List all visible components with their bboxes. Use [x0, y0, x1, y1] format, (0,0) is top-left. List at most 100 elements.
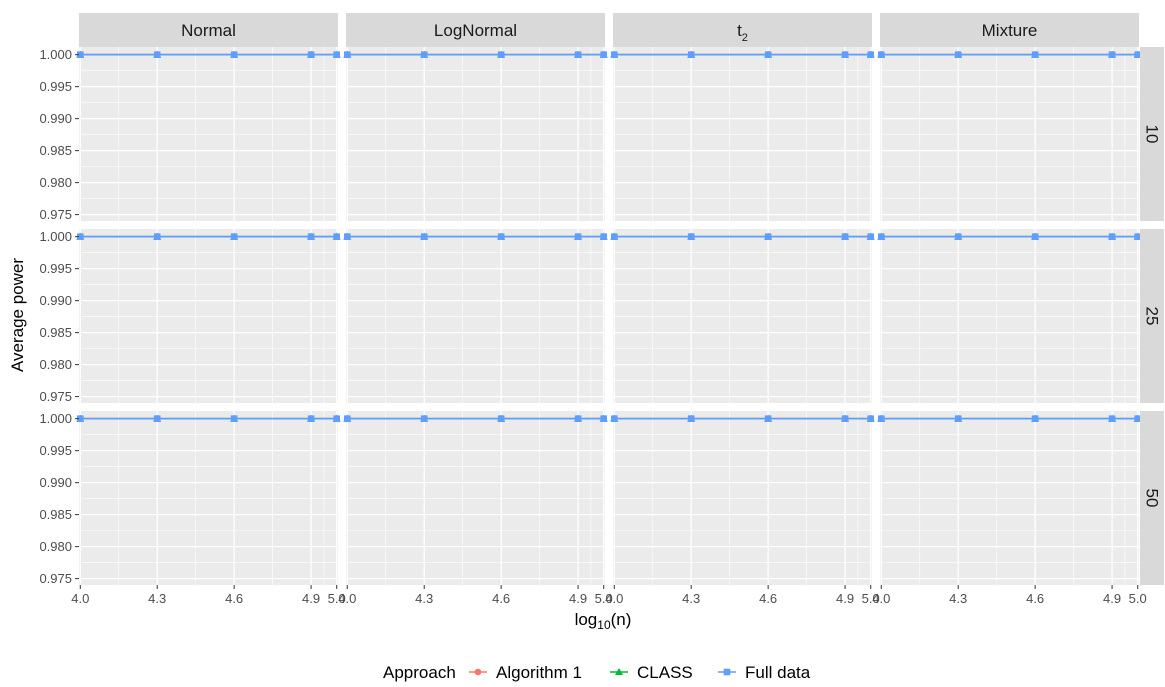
x-axes: 4.0 4.3 4.6 4.9 5.04.0 4.3 4.6 4.9 5.04.0 4.3 4.6 4… — [71, 585, 1147, 606]
legend: Approach Algorithm 1 CLASS Full data — [383, 662, 811, 682]
panel-background — [880, 229, 1139, 403]
series-full-data — [343, 233, 608, 240]
data-point — [420, 415, 428, 422]
data-point — [343, 51, 351, 58]
y-axis-title: Average power — [8, 258, 27, 372]
column-strip-label: t2 — [737, 21, 748, 44]
data-point — [333, 415, 341, 422]
facet-panel — [343, 47, 608, 221]
facet-panel — [877, 229, 1142, 403]
data-point — [343, 415, 351, 422]
y-tick-label: 0.985 — [39, 325, 72, 340]
series-full-data — [877, 415, 1142, 422]
panel-background — [79, 47, 338, 221]
series-full-data — [76, 233, 341, 240]
y-tick-label: 1.000 — [39, 411, 72, 426]
data-point — [497, 415, 505, 422]
y-tick-label: 0.980 — [39, 175, 72, 190]
x-tick-label: 4.0 — [872, 591, 890, 606]
y-tick-label: 0.995 — [39, 261, 72, 276]
x-tick-label: 5.0 — [595, 591, 613, 606]
plot-panels — [76, 47, 1142, 585]
data-point — [841, 415, 849, 422]
column-strip-label: Normal — [181, 21, 236, 40]
facet-panel — [76, 411, 341, 585]
data-point — [687, 233, 695, 240]
x-tick-label: 4.3 — [949, 591, 967, 606]
y-tick-label: 0.995 — [39, 443, 72, 458]
data-point — [610, 233, 618, 240]
facet-panel — [76, 47, 341, 221]
data-point — [877, 51, 885, 58]
facet-panel — [610, 47, 875, 221]
series-full-data — [343, 51, 608, 58]
series-full-data — [610, 51, 875, 58]
y-tick-label: 0.980 — [39, 539, 72, 554]
data-point — [867, 415, 875, 422]
panel-background — [880, 47, 1139, 221]
x-tick-label: 5.0 — [862, 591, 880, 606]
column-strip: Mixture — [880, 13, 1139, 47]
y-axes: 0.975 0.980 0.985 0.990 0.995 1.000 0.975 0.980… — [39, 47, 79, 586]
panel-background — [346, 229, 605, 403]
x-tick-label: 4.3 — [148, 591, 166, 606]
y-tick-label: 1.000 — [39, 47, 72, 62]
series-full-data — [610, 415, 875, 422]
legend-key-marker — [723, 668, 731, 676]
facet-panel — [343, 229, 608, 403]
panel-background — [79, 411, 338, 585]
data-point — [600, 415, 608, 422]
row-strips: 10 25 50 — [1140, 47, 1164, 585]
legend-item: Full data — [716, 662, 811, 682]
data-point — [230, 51, 238, 58]
column-strip-label: Mixture — [982, 21, 1038, 40]
legend-key-marker — [474, 668, 482, 676]
x-tick-label: 5.0 — [1129, 591, 1147, 606]
data-point — [307, 233, 315, 240]
strip-background — [79, 13, 338, 47]
column-strip: LogNormal — [346, 13, 605, 47]
x-axis-title: log10(n) — [575, 610, 632, 632]
strip-background — [1140, 47, 1164, 221]
data-point — [610, 415, 618, 422]
data-point — [1031, 233, 1039, 240]
x-tick-label: 4.6 — [492, 591, 510, 606]
data-point — [574, 233, 582, 240]
data-point — [1134, 233, 1142, 240]
strip-background — [1140, 229, 1164, 403]
data-point — [76, 415, 84, 422]
data-point — [600, 51, 608, 58]
data-point — [333, 51, 341, 58]
facet-panel — [610, 411, 875, 585]
row-strip: 50 — [1140, 411, 1164, 585]
panel-background — [79, 229, 338, 403]
data-point — [230, 415, 238, 422]
data-point — [420, 51, 428, 58]
data-point — [841, 233, 849, 240]
x-tick-label: 4.9 — [836, 591, 854, 606]
y-tick-label: 0.990 — [39, 293, 72, 308]
x-tick-label: 4.0 — [605, 591, 623, 606]
data-point — [877, 233, 885, 240]
row-strip-label: 50 — [1143, 489, 1162, 508]
row-strip-label: 25 — [1143, 307, 1162, 326]
x-tick-label: 4.0 — [338, 591, 356, 606]
data-point — [153, 233, 161, 240]
data-point — [867, 233, 875, 240]
x-tick-label: 4.3 — [682, 591, 700, 606]
facet-panel — [877, 47, 1142, 221]
data-point — [76, 51, 84, 58]
facet-panel — [343, 411, 608, 585]
data-point — [867, 51, 875, 58]
row-strip: 10 — [1140, 47, 1164, 221]
x-tick-label: 4.9 — [302, 591, 320, 606]
data-point — [764, 233, 772, 240]
strip-background — [346, 13, 605, 47]
x-tick-label: 4.9 — [569, 591, 587, 606]
legend-key-marker — [615, 668, 623, 675]
y-tick-label: 0.985 — [39, 143, 72, 158]
x-tick-label: 4.6 — [1026, 591, 1044, 606]
y-tick-label: 0.990 — [39, 111, 72, 126]
data-point — [153, 415, 161, 422]
data-point — [307, 51, 315, 58]
